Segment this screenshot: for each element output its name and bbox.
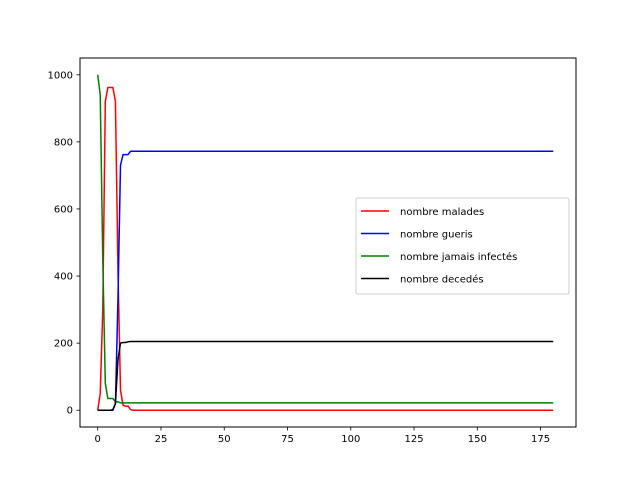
- y-tick-label: 800: [54, 137, 73, 148]
- x-tick-label: 150: [468, 434, 487, 445]
- y-tick-label: 1000: [48, 70, 73, 81]
- legend-label-3: nombre decedés: [400, 274, 484, 286]
- y-axis: 0 200 400 600 800 1000: [48, 70, 80, 417]
- legend-label-1: nombre gueris: [400, 230, 473, 241]
- axes-frame: [79, 57, 577, 428]
- y-tick-label: 600: [54, 204, 73, 215]
- y-tick-label: 200: [54, 339, 73, 350]
- x-axis: 0 25 50 75 100 125 150 175: [95, 427, 550, 445]
- y-tick-label: 400: [54, 272, 73, 283]
- x-tick-label: 50: [218, 434, 231, 445]
- x-tick-label: 125: [404, 434, 423, 445]
- plot-area: [96, 74, 554, 411]
- x-tick-label: 100: [341, 434, 360, 445]
- series-line-2: [96, 74, 554, 404]
- legend-box: [355, 197, 570, 295]
- x-tick-label: 0: [95, 434, 101, 445]
- series-line-3: [97, 340, 554, 411]
- x-tick-label: 175: [531, 434, 550, 445]
- x-tick-label: 75: [281, 434, 294, 445]
- legend: nombre malades nombre gueris nombre jamais…: [355, 197, 570, 295]
- legend-label-0: nombre malades: [400, 207, 484, 218]
- x-tick-label: 25: [155, 434, 168, 445]
- y-tick-label: 0: [67, 406, 73, 417]
- legend-label-2: nombre jamais infectés: [400, 251, 517, 263]
